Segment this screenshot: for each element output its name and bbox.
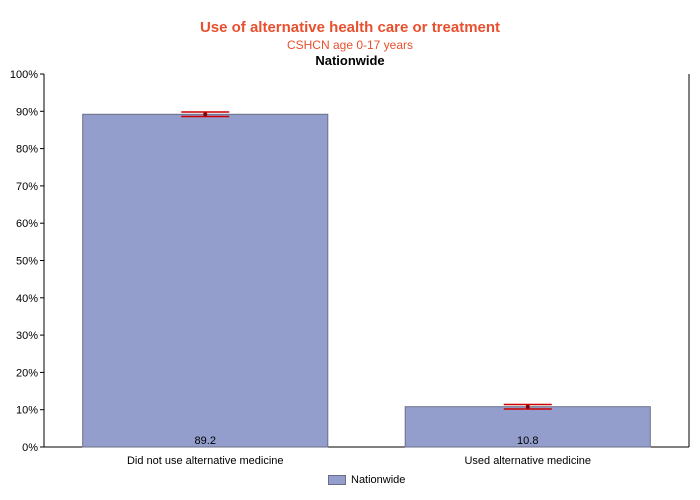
y-tick-label: 20% [16, 367, 38, 379]
y-tick-label: 70% [16, 181, 38, 193]
y-tick-label: 40% [16, 293, 38, 305]
y-tick-label: 80% [16, 144, 38, 156]
y-tick-label: 60% [16, 218, 38, 230]
chart-title: Use of alternative health care or treatm… [199, 19, 501, 36]
point-marker [525, 404, 530, 409]
y-tick-label: 100% [10, 69, 38, 81]
x-tick-label: Used alternative medicine [464, 455, 591, 467]
bar [82, 113, 329, 448]
y-tick-label: 90% [16, 106, 38, 118]
data-label: 89.2 [195, 435, 216, 447]
bar [404, 406, 651, 448]
legend-swatch [328, 475, 346, 486]
y-tick-label: 0% [22, 442, 38, 454]
legend-label: Nationwide [351, 474, 406, 487]
data-label: 10.8 [517, 435, 538, 447]
chart-subtitle: CSHCN age 0-17 years [286, 38, 414, 52]
x-tick-label: Did not use alternative medicine [127, 455, 284, 467]
point-marker [203, 112, 208, 117]
y-tick-label: 10% [16, 405, 38, 417]
y-tick-label: 50% [16, 256, 38, 268]
chart-subtitle-region: Nationwide [315, 53, 385, 68]
y-tick-label: 30% [16, 330, 38, 342]
legend: Nationwide [328, 474, 405, 486]
